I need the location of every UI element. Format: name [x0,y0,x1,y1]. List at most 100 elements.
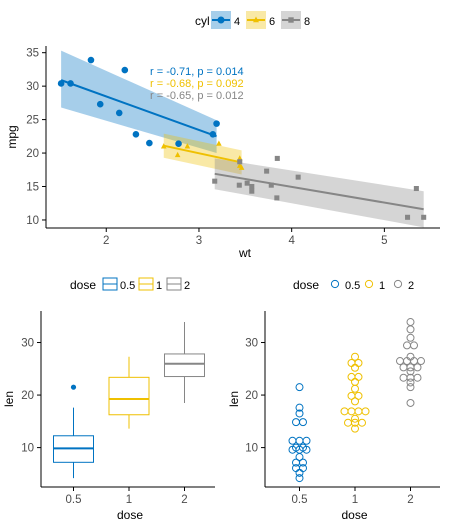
regression-line-cyl-4 [60,79,217,138]
data-point-cyl-8 [405,214,411,220]
y-axis-title: len [227,391,241,407]
regression-line-cyl-6 [163,144,242,164]
y-tick-label: 10 [26,215,39,227]
dot-dose-1 [347,372,356,381]
regression-line-cyl-8 [214,172,424,211]
data-point-cyl-4 [67,80,74,87]
x-tick-label: 1 [126,494,132,506]
legend-key-dot [330,279,340,289]
dot-dose-0.5 [288,436,297,445]
x-tick-label: 0.5 [66,494,82,506]
dot-dose-2 [406,367,415,376]
dot-dose-0.5 [299,458,307,467]
data-point-cyl-8 [212,178,218,184]
data-point-cyl-4 [57,80,65,87]
dot-dose-2 [406,325,415,334]
dot-dose-2 [406,363,415,372]
dot-dose-1 [340,407,349,416]
legend-label: 4 [234,16,240,28]
dot-dose-0.5 [299,418,307,427]
dot-dose-1 [351,384,359,393]
data-point-cyl-4 [121,66,129,74]
x-axis-title: dose [117,508,143,522]
y-tick-label: 15 [26,182,39,194]
legend: cyl 4 6 8 [195,11,310,29]
dot-dose-2 [406,333,415,342]
data-point-cyl-8 [249,188,255,194]
legend-label: 1 [156,280,162,292]
legend-label: 2 [184,280,190,292]
data-point-cyl-6 [216,140,222,146]
dot-dose-0.5 [295,436,304,445]
y-tick-label: 20 [21,390,34,402]
dotplot-panel: dose 0.5 1 2 10 20 30 0.5 1 2 dose len [227,278,440,522]
data-point-cyl-8 [413,186,419,192]
data-point-cyl-8 [268,182,274,188]
legend-label: 1 [379,280,385,292]
legend-title: cyl [195,14,210,28]
data-point-cyl-8 [237,159,243,165]
confidence-band-cyl-4 [61,50,217,154]
x-tick-label: 2 [103,235,109,247]
dot-dose-1 [351,377,359,386]
x-tick-label: 2 [181,494,187,506]
data-point-cyl-8 [264,168,270,174]
data-point-cyl-6 [174,151,181,158]
legend: dose 0.5 1 2 [293,278,414,292]
boxplot-panel: dose 0.5 1 2 10 20 30 0.5 1 2 dose len [2,277,215,522]
dot-dose-1 [354,372,363,381]
x-tick-label: 0.5 [292,494,308,506]
dot-dose-0.5 [299,443,307,452]
dot-dose-2 [413,363,422,372]
data-point-cyl-8 [274,195,280,201]
y-tick-label: 10 [21,443,34,455]
data-point-cyl-6 [238,164,245,170]
dot-dose-2 [399,363,408,372]
legend: dose 0.5 1 2 [70,277,190,292]
dot-dose-2 [413,373,422,382]
data-point-cyl-4 [87,56,95,64]
legend-key-marker [288,17,294,23]
legend-key-dot [393,279,403,289]
data-point-cyl-6 [160,143,167,149]
legend-label: 0.5 [345,280,360,292]
data-point-cyl-4 [115,109,123,117]
data-point-cyl-8 [244,180,250,186]
dot-dose-2 [410,341,418,350]
dot-dose-1 [351,397,359,406]
dot-dose-1 [354,359,363,368]
data-point-cyl-8 [295,174,301,180]
data-point-cyl-8 [249,183,255,190]
legend-label: 8 [304,16,310,28]
data-point-cyl-8 [274,155,280,161]
dot-dose-0.5 [295,453,304,462]
dot-dose-1 [351,424,359,433]
x-tick-label: 3 [196,235,202,247]
y-tick-label: 30 [21,338,34,350]
x-tick-label: 5 [381,235,387,247]
dot-dose-1 [358,418,366,427]
dot-dose-0.5 [302,436,311,445]
dot-dose-2 [403,341,411,350]
legend-label: 2 [408,280,414,292]
legend-title: dose [70,278,96,292]
legend-title: dose [293,278,319,292]
dot-dose-1 [354,391,363,400]
dot-dose-1 [361,407,370,416]
correlation-label: r = -0.65, p = 0.012 [150,90,244,102]
data-point-cyl-4 [96,100,104,108]
legend-key-marker [253,16,259,23]
dot-dose-1 [351,414,359,423]
y-tick-label: 30 [245,338,258,350]
correlation-label: r = -0.71, p = 0.014 [150,66,244,78]
data-point-cyl-4 [132,131,140,138]
x-tick-label: 1 [352,494,358,506]
y-tick-label: 30 [26,81,39,93]
y-axis-title: len [2,391,16,407]
y-axis-title: mpg [5,125,19,148]
dot-dose-0.5 [292,418,300,427]
dot-dose-0.5 [295,409,304,418]
x-axis-title: dose [341,508,367,522]
